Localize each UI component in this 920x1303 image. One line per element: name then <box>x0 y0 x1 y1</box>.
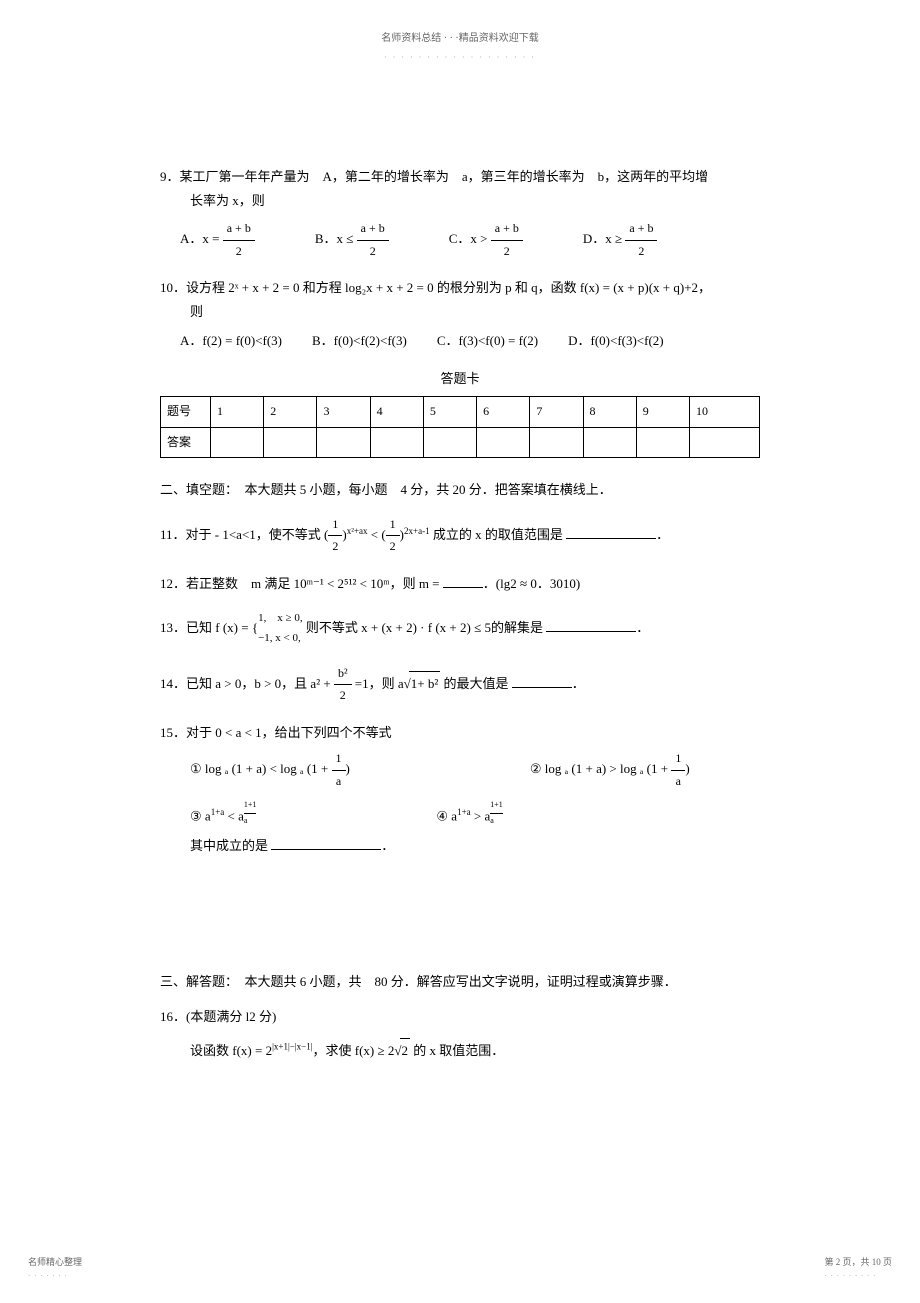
q10-text: 10．设方程 2ˣ + x + 2 = 0 和方程 log₂x + x + 2 … <box>160 276 760 299</box>
q15-opt3: ③ a1+a < a1+1a <box>190 798 256 828</box>
question-14: 14．已知 a > 0，b > 0，且 a² + b²2 =1，则 a1+ b²… <box>160 663 760 707</box>
q9-optB: B．x ≤ a + b2 <box>315 218 389 262</box>
question-11: 11．对于 - 1<a<1，使不等式 (12)x²+ax < (12)2x+a-… <box>160 514 760 558</box>
header-dots: · · · · · · · · · · · · · · · · · · <box>160 51 760 65</box>
row-label: 题号 <box>161 396 211 427</box>
question-12: 12．若正整数 m 满足 10ᵐ⁻¹ < 2⁵¹² < 10ᵐ，则 m = ．(… <box>160 572 760 595</box>
blank-12 <box>443 574 483 588</box>
q10-optC: C．f(3)<f(0) = f(2) <box>437 329 538 352</box>
q9-text: 9．某工厂第一年年产量为 A，第二年的增长率为 a，第三年的增长率为 b，这两年… <box>160 165 760 188</box>
answer-table: 题号 1 2 3 4 5 6 7 8 9 10 答案 <box>160 396 760 458</box>
blank-13 <box>546 618 636 632</box>
row-label: 答案 <box>161 427 211 458</box>
q15-sub-options: ① log ₐ (1 + a) < log ₐ (1 + 1a) ② log ₐ… <box>160 748 760 857</box>
q15-opt1: ① log ₐ (1 + a) < log ₐ (1 + 1a) <box>190 748 350 792</box>
q10-optD: D．f(0)<f(3)<f(2) <box>568 329 664 352</box>
q16-text: 16．(本题满分 l2 分) <box>160 1005 760 1028</box>
question-15: 15．对于 0 < a < 1，给出下列四个不等式 ① log ₐ (1 + a… <box>160 721 760 858</box>
q15-opt4: ④ a1+a > a1+1a <box>436 798 502 828</box>
footer-left: 名师精心整理 · · · · · · · <box>28 1254 82 1283</box>
section2-title: 二、填空题： 本大题共 5 小题，每小题 4 分，共 20 分．把答案填在横线上… <box>160 478 760 501</box>
question-10: 10．设方程 2ˣ + x + 2 = 0 和方程 log₂x + x + 2 … <box>160 276 760 352</box>
q9-optD: D．x ≥ a + b2 <box>583 218 658 262</box>
blank-14 <box>512 674 572 688</box>
question-16: 16．(本题满分 l2 分) 设函数 f(x) = 2|x+1|−|x−1|，求… <box>160 1005 760 1063</box>
q16-sub: 设函数 f(x) = 2|x+1|−|x−1|，求使 f(x) ≥ 22 的 x… <box>160 1038 760 1062</box>
q9-optC: C．x > a + b2 <box>449 218 523 262</box>
blank-15 <box>271 836 381 850</box>
q9-optA: A．x = a + b2 <box>180 218 255 262</box>
q15-conclusion: 其中成立的是 ． <box>190 834 760 857</box>
q10-text2: 则 <box>160 300 760 323</box>
q10-optB: B．f(0)<f(2)<f(3) <box>312 329 407 352</box>
header-title: 名师资料总结 · · ·精品资料欢迎下载 <box>160 30 760 48</box>
q15-opt2: ② log ₐ (1 + a) > log ₐ (1 + 1a) <box>530 748 690 792</box>
q9-text2: 长率为 x，则 <box>160 189 760 212</box>
footer-right: 第 2 页，共 10 页 · · · · · · · · · <box>824 1254 892 1283</box>
q15-text: 15．对于 0 < a < 1，给出下列四个不等式 <box>160 721 760 744</box>
blank-11 <box>566 525 656 539</box>
table-row-header: 题号 1 2 3 4 5 6 7 8 9 10 <box>161 396 760 427</box>
table-row-answer: 答案 <box>161 427 760 458</box>
question-13: 13．已知 f (x) = {1, x ≥ 0,−1, x < 0, 则不等式 … <box>160 609 760 649</box>
q10-options: A．f(2) = f(0)<f(3) B．f(0)<f(2)<f(3) C．f(… <box>160 329 760 352</box>
q9-options: A．x = a + b2 B．x ≤ a + b2 C．x > a + b2 D… <box>160 218 760 262</box>
q10-optA: A．f(2) = f(0)<f(3) <box>180 329 282 352</box>
answer-card-title: 答题卡 <box>160 367 760 390</box>
question-9: 9．某工厂第一年年产量为 A，第二年的增长率为 a，第三年的增长率为 b，这两年… <box>160 165 760 262</box>
section3-title: 三、解答题： 本大题共 6 小题，共 80 分．解答应写出文字说明，证明过程或演… <box>160 970 760 993</box>
